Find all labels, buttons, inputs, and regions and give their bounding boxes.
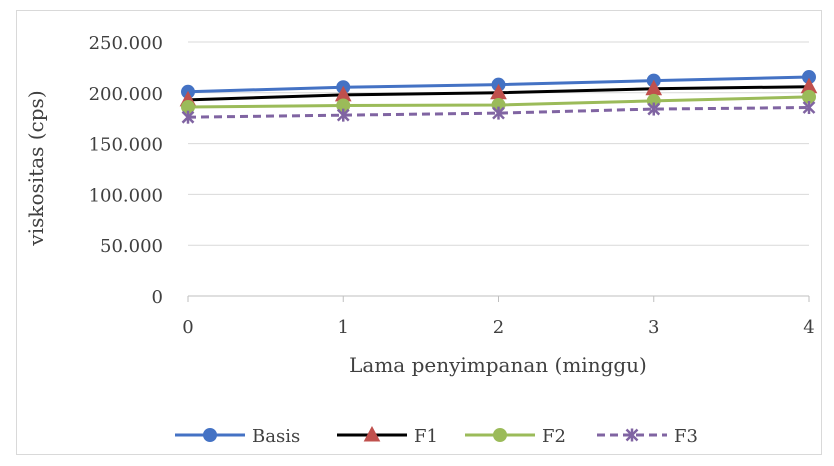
- y-axis-title: viskositas (cps): [24, 90, 48, 246]
- y-tick-label: 150.000: [89, 135, 163, 156]
- axes: 0 50.000 100.000 150.000 200.000 250.000 0 1 2 3 4: [89, 33, 815, 338]
- gridlines: [188, 41, 809, 246]
- data-point: [492, 106, 505, 120]
- legend-item-f2: F2: [465, 426, 566, 447]
- x-tick-label: 3: [648, 317, 659, 338]
- data-point: [647, 102, 661, 116]
- data-point: [802, 101, 816, 115]
- legend-marker: [363, 425, 381, 442]
- series-layer: [179, 70, 818, 124]
- y-tick-label: 200.000: [89, 84, 163, 105]
- y-tick-label: 250.000: [89, 33, 163, 54]
- x-tick-label: 4: [803, 317, 814, 338]
- chart-area: [16, 10, 822, 455]
- x-tick-label: 2: [493, 317, 504, 338]
- series-f1: [179, 77, 818, 107]
- series-f3: [181, 101, 816, 124]
- x-tick-label: 0: [182, 317, 193, 338]
- legend-label: F3: [674, 426, 698, 447]
- legend-label: F2: [542, 426, 566, 447]
- x-axis-title: Lama penyimpanan (minggu): [349, 353, 647, 377]
- legend-label: F1: [414, 426, 438, 447]
- data-point: [181, 110, 195, 124]
- legend-marker: [203, 428, 217, 442]
- legend-marker: [625, 428, 639, 442]
- legend: Basis F1 F2 F3: [175, 425, 698, 447]
- y-tick-label: 50.000: [100, 236, 163, 257]
- legend-item-f3: F3: [597, 426, 698, 447]
- data-point: [336, 108, 350, 122]
- x-tick-label: 1: [338, 317, 349, 338]
- y-tick-label: 0: [152, 287, 163, 308]
- legend-item-f1: F1: [337, 425, 438, 447]
- legend-item-basis: Basis: [175, 426, 300, 447]
- legend-label: Basis: [252, 426, 300, 447]
- legend-marker: [493, 428, 507, 442]
- y-tick-label: 100.000: [89, 185, 163, 206]
